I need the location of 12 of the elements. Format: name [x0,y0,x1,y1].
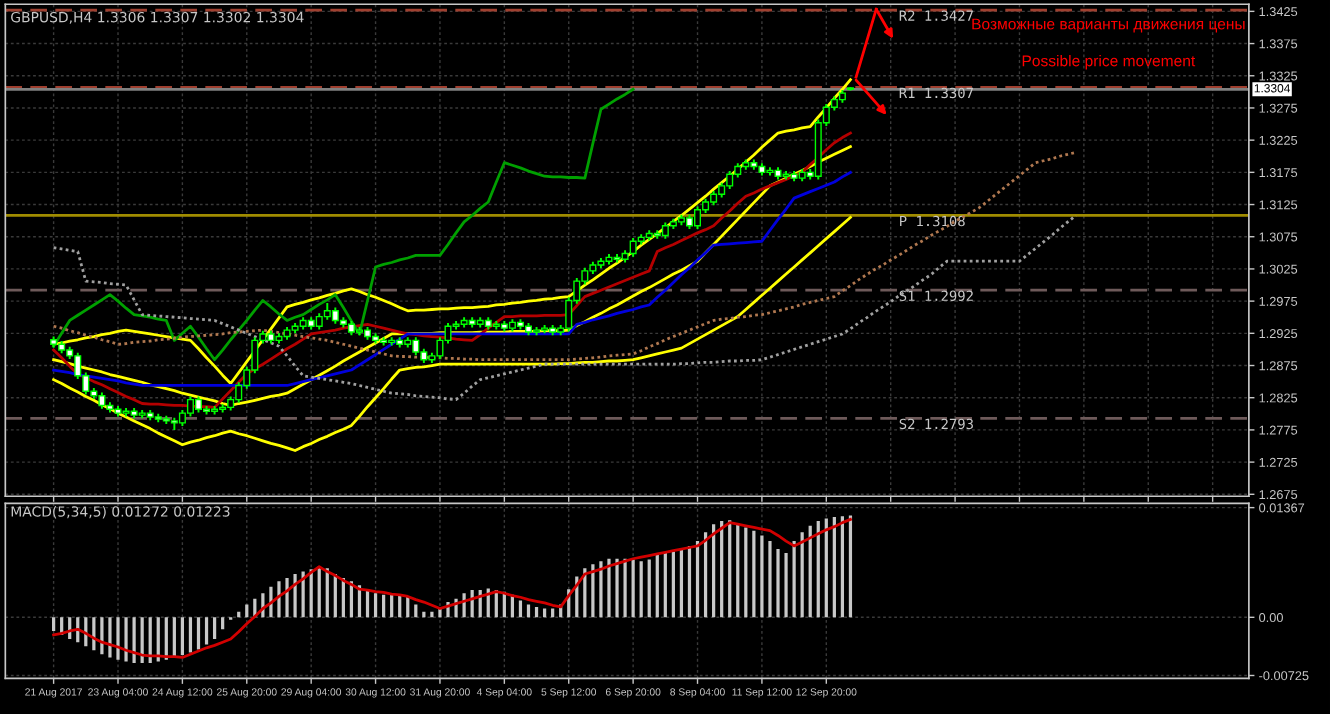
candlestick [694,205,702,230]
line-series [52,216,852,452]
line-series [52,170,852,387]
candlestick [186,395,194,418]
line-series [52,214,1078,402]
line-series [52,150,1078,362]
line-series [52,518,852,659]
line-series [52,87,635,362]
candlestick [726,170,734,191]
candlestick [412,336,420,357]
candlestick [629,237,637,258]
line-series [52,78,852,385]
